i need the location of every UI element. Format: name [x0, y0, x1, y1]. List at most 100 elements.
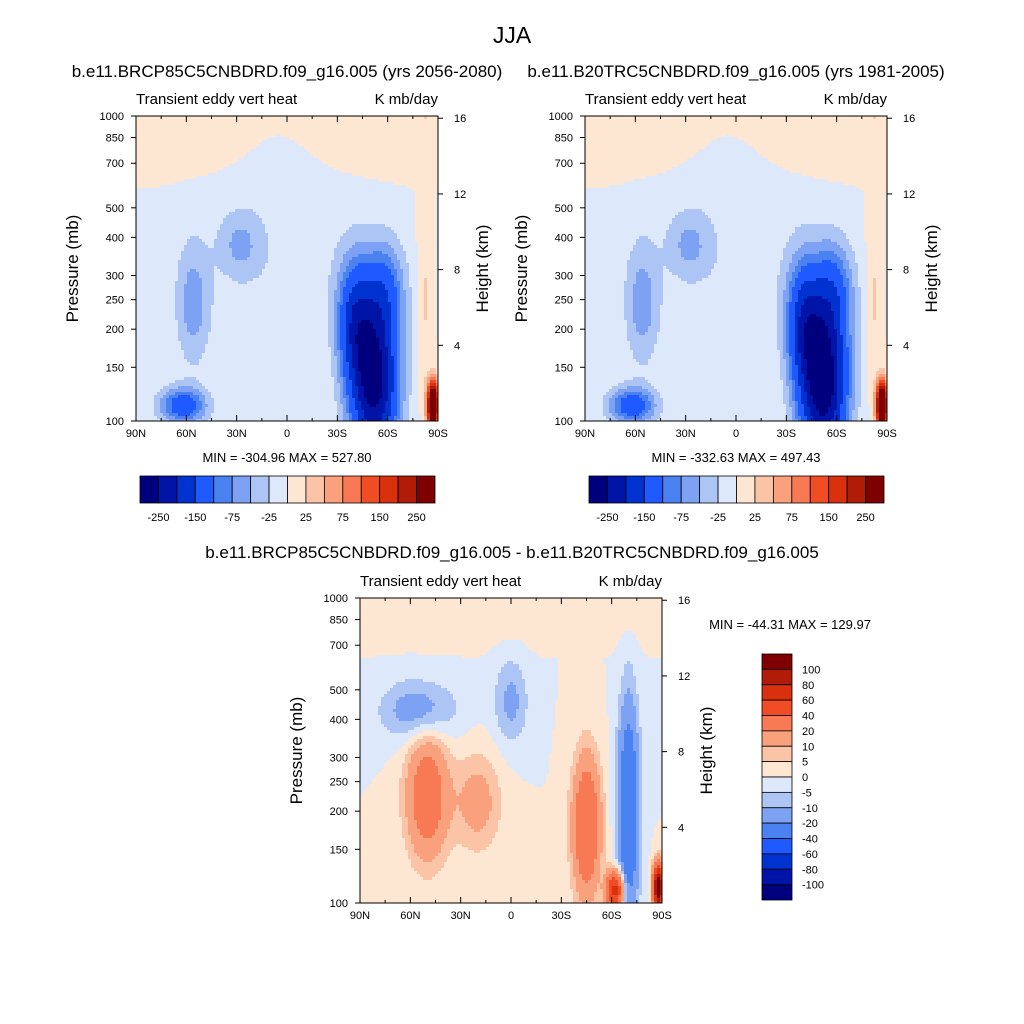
colorbar-box [762, 669, 792, 684]
panel-title: b.e11.BRCP85C5CNBDRD.f09_g16.005 - b.e11… [205, 543, 819, 562]
colorbar-box [762, 808, 792, 823]
y-tick-label: 700 [106, 158, 124, 170]
y2-axis-title: Height (km) [697, 707, 716, 795]
colorbar-box [140, 476, 158, 503]
colorbar-box [762, 869, 792, 884]
colorbar: -250 -150 -75 -25 25 75 150 250 [140, 476, 435, 524]
y2-tick-label: 8 [903, 265, 909, 277]
min-max-label: MIN = -332.63 MAX = 497.43 [651, 450, 820, 465]
colorbar-box [644, 476, 662, 503]
x-tick-label: 30S [552, 910, 572, 922]
y2-tick-label: 12 [454, 189, 466, 201]
colorbar-label: 5 [802, 757, 808, 769]
y-tick-label: 500 [106, 203, 124, 215]
colorbar-box [232, 476, 250, 503]
y-tick-label: 850 [106, 133, 124, 145]
panel-difference: b.e11.BRCP85C5CNBDRD.f09_g16.005 - b.e11… [205, 543, 871, 922]
y-axis: 1001502002503004005007008501000Pressure … [287, 593, 360, 910]
colorbar-box [398, 476, 416, 503]
colorbar-label: -75 [224, 512, 240, 524]
colorbar-box [324, 476, 342, 503]
colorbar-box [810, 476, 828, 503]
x-tick-label: 0 [508, 910, 514, 922]
colorbar-box [762, 839, 792, 854]
colorbar-box [251, 476, 269, 503]
colorbar-box [343, 476, 361, 503]
x-tick-label: 90S [877, 428, 897, 440]
colorbar-label: -40 [802, 834, 818, 846]
colorbar-label: -20 [802, 818, 818, 830]
left-string: Transient eddy vert heat [585, 91, 747, 108]
panel-historical: b.e11.B20TRC5CNBDRD.f09_g16.005 (yrs 198… [512, 62, 945, 524]
y-tick-label: 850 [330, 615, 348, 627]
colorbar-box [361, 476, 379, 503]
colorbar-box [762, 731, 792, 746]
min-max-label: MIN = -44.31 MAX = 129.97 [709, 617, 871, 632]
y-tick-label: 400 [555, 232, 573, 244]
units-label: K mb/day [375, 91, 439, 108]
colorbar-box [762, 746, 792, 761]
colorbar-label: -10 [802, 803, 818, 815]
colorbar-box [773, 476, 791, 503]
x-tick-label: 30N [451, 910, 471, 922]
y-tick-label: 250 [106, 295, 124, 307]
x-tick-label: 30S [328, 428, 348, 440]
y-tick-label: 700 [555, 158, 573, 170]
colorbar-box [762, 823, 792, 838]
y-tick-label: 200 [330, 806, 348, 818]
panel-title: b.e11.B20TRC5CNBDRD.f09_g16.005 (yrs 198… [527, 62, 944, 81]
x-tick-label: 90N [575, 428, 595, 440]
y-tick-label: 850 [555, 133, 573, 145]
x-tick-label: 90S [652, 910, 672, 922]
y-tick-label: 1000 [324, 593, 348, 605]
colorbar-box [762, 654, 792, 669]
x-tick-label: 60S [602, 910, 622, 922]
y-tick-label: 250 [555, 295, 573, 307]
colorbar-box [755, 476, 773, 503]
colorbar-label: 80 [802, 680, 814, 692]
colorbar-box [762, 885, 792, 900]
y-tick-label: 100 [330, 898, 348, 910]
y-tick-label: 100 [106, 416, 124, 428]
contour-field [585, 116, 887, 421]
colorbar-label: -25 [710, 512, 726, 524]
left-string: Transient eddy vert heat [136, 91, 298, 108]
y-axis: 1001502002503004005007008501000Pressure … [63, 111, 136, 428]
colorbar-box [306, 476, 324, 503]
colorbar-box [700, 476, 718, 503]
colorbar-label: 150 [820, 512, 838, 524]
y-tick-label: 200 [106, 324, 124, 336]
colorbar-box [195, 476, 213, 503]
colorbar-label: -60 [802, 849, 818, 861]
y-tick-label: 300 [330, 752, 348, 764]
x-tick-label: 60S [378, 428, 398, 440]
y-tick-label: 150 [555, 362, 573, 374]
colorbar-box [663, 476, 681, 503]
colorbar-label: -25 [261, 512, 277, 524]
colorbar-box [288, 476, 306, 503]
panel-title: b.e11.BRCP85C5CNBDRD.f09_g16.005 (yrs 20… [72, 62, 503, 81]
y-tick-label: 300 [555, 270, 573, 282]
y2-tick-label: 8 [454, 265, 460, 277]
colorbar-label: 25 [300, 512, 312, 524]
x-tick-label: 60N [400, 910, 420, 922]
colorbar-label: 150 [371, 512, 389, 524]
colorbar-label: 25 [749, 512, 761, 524]
colorbar-label: 250 [407, 512, 425, 524]
y-axis-title: Pressure (mb) [512, 215, 531, 323]
y-tick-label: 400 [330, 714, 348, 726]
x-tick-label: 30N [227, 428, 247, 440]
colorbar-box [762, 762, 792, 777]
y-axis-title: Pressure (mb) [63, 215, 82, 323]
y2-tick-label: 8 [678, 747, 684, 759]
colorbar-box [681, 476, 699, 503]
x-tick-label: 90S [428, 428, 448, 440]
left-string: Transient eddy vert heat [360, 573, 522, 590]
colorbar-box [417, 476, 435, 503]
colorbar-label: 75 [786, 512, 798, 524]
colorbar-box [866, 476, 884, 503]
colorbar-box [762, 777, 792, 792]
colorbar-box [589, 476, 607, 503]
